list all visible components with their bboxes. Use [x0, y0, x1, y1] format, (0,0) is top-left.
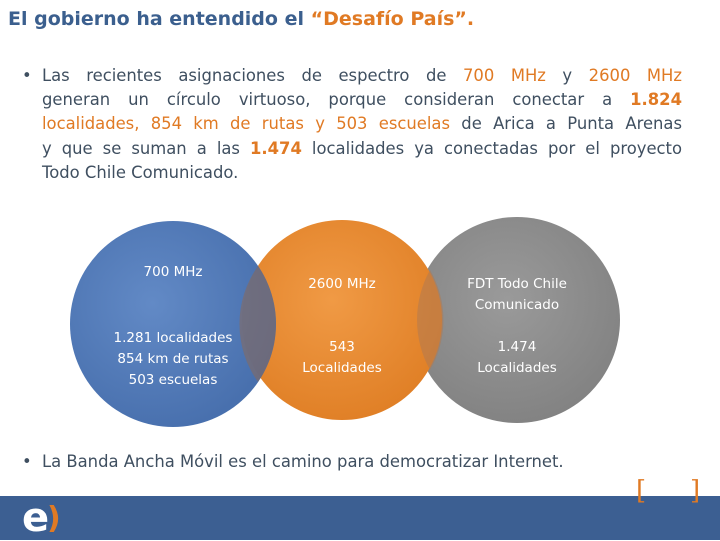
- bullet-paragraph-1: • Las recientes asignaciones de espectro…: [22, 64, 682, 185]
- paragraph-line-4: y que se suman a las 1.474 localidades y…: [42, 138, 682, 158]
- paragraph-line-2: generan un círculo virtuoso, porque cons…: [42, 90, 682, 110]
- circle-2600mhz: [242, 220, 442, 420]
- circle-fdt-name: FDT Todo Chile Comunicado: [467, 276, 567, 313]
- circle-2600mhz-details: 543 Localidades: [302, 339, 382, 376]
- circle-fdt-details: 1.474 Localidades: [477, 339, 557, 376]
- overlap-orange-gray: [417, 270, 444, 370]
- slide-title: El gobierno ha entendido el “Desafío Paí…: [8, 8, 474, 30]
- title-quote: “Desafío País”.: [310, 8, 475, 30]
- highlight-1824: 1.824: [630, 90, 682, 110]
- circle-700mhz-details: 1.281 localidades 854 km de rutas 503 es…: [113, 330, 233, 388]
- paragraph-line-1: Las recientes asignaciones de espectro d…: [42, 66, 682, 85]
- highlight-1474: 1.474: [250, 138, 302, 158]
- footer-bar: [0, 496, 720, 540]
- bullet-paragraph-2: • La Banda Ancha Móvil es el camino para …: [22, 452, 712, 471]
- highlight-localidades: localidades, 854 km de rutas y 503 escue…: [42, 114, 451, 134]
- bracket-right: ]: [690, 476, 701, 506]
- highlight-2600mhz: 2600 MHz: [588, 66, 682, 85]
- page-number-value: 10: [656, 483, 674, 499]
- circle-700mhz: [70, 221, 276, 427]
- logo-paren: ): [47, 501, 61, 536]
- page-number: [ 10 ]: [634, 476, 704, 506]
- bullet-2-text: La Banda Ancha Móvil es el camino para d…: [42, 452, 564, 471]
- bullet-marker: •: [22, 452, 32, 471]
- circle-700mhz-name: 700 MHz: [143, 264, 203, 280]
- bracket-left: [: [636, 476, 647, 506]
- paragraph-line-5: Todo Chile Comunicado.: [42, 162, 239, 182]
- highlight-700mhz: 700 MHz: [463, 66, 546, 85]
- bullet-marker: •: [22, 66, 32, 85]
- circle-fdt: [414, 217, 620, 423]
- logo-e: e: [22, 495, 50, 541]
- circle-2600mhz-name: 2600 MHz: [308, 276, 376, 292]
- title-prefix: El gobierno ha entendido el: [8, 8, 304, 30]
- paragraph-line-3: localidades, 854 km de rutas y 503 escue…: [42, 114, 683, 134]
